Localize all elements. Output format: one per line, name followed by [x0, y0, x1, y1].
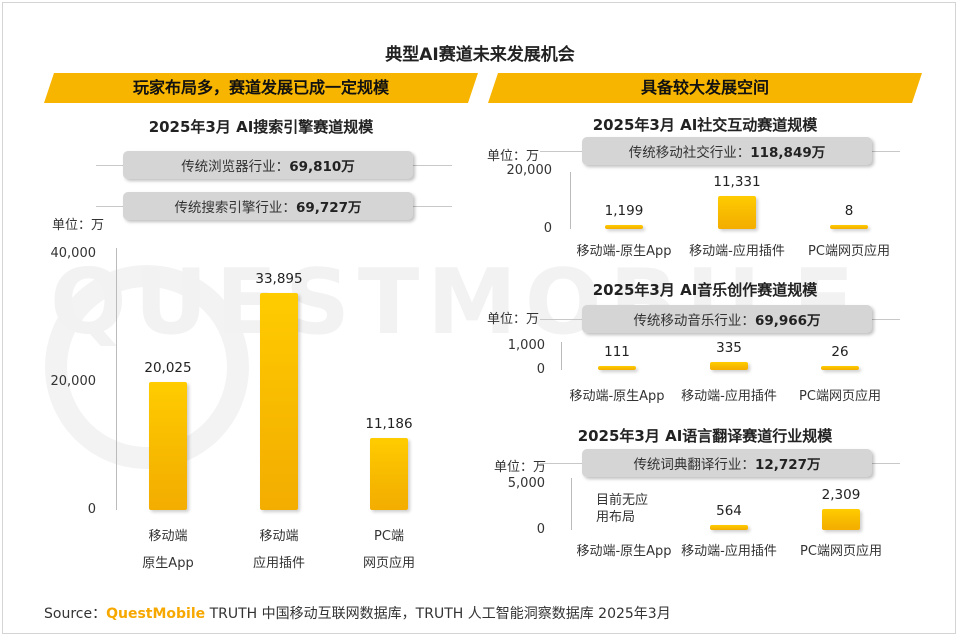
unit-label: 单位：万	[487, 312, 540, 327]
x-category-label: 移动端-原生App	[569, 389, 665, 404]
bar	[605, 225, 643, 229]
reference-label: 传统搜索引擎行业：	[174, 200, 296, 216]
value-label: 111	[604, 344, 630, 360]
x-category-label: 移动端-应用插件	[689, 244, 785, 259]
reference-value: 12,727万	[754, 457, 821, 473]
bar	[260, 293, 298, 510]
value-label: 2,309	[821, 486, 861, 503]
y-tick-label: 0	[87, 502, 96, 517]
unit-label: 单位：万	[487, 149, 540, 164]
value-label: 20,025	[144, 359, 192, 376]
bar	[822, 508, 860, 530]
x-category-label: 移动端-应用插件	[681, 544, 777, 559]
y-tick-label: 0	[543, 221, 552, 236]
y-axis	[570, 172, 571, 229]
reference-value: 118,849万	[750, 145, 826, 161]
unit-label: 单位：万	[52, 218, 105, 233]
source-note: Source：QuestMobile TRUTH 中国移动互联网数据库，TRUT…	[44, 603, 671, 623]
y-tick-label: 20,000	[506, 163, 553, 178]
value-label: 335	[716, 339, 742, 356]
chart-title: 2025年3月 AI语言翻译赛道行业规模	[577, 427, 833, 445]
x-category-label: 移动端-原生App	[576, 244, 672, 259]
reference-pill: 传统词典翻译行业： 12,727万	[582, 449, 872, 477]
reference-pill: 传统移动社交行业： 118,849万	[582, 137, 872, 165]
x-category-label: 移动端	[148, 529, 188, 544]
bar	[830, 225, 868, 229]
reference-pill: 传统移动音乐行业： 69,966万	[582, 305, 872, 333]
bar	[149, 381, 187, 510]
reference-label: 传统移动音乐行业：	[633, 313, 755, 329]
no-data-note: 目前无应 用布局	[596, 493, 649, 525]
x-category-label: PC端	[374, 529, 404, 544]
value-label: 26	[831, 344, 849, 360]
reference-label: 传统浏览器行业：	[181, 159, 290, 175]
y-axis	[116, 248, 117, 510]
reference-pill: 传统浏览器行业： 69,810万	[123, 151, 413, 179]
source-prefix: Source：	[44, 606, 107, 622]
reference-label: 传统移动社交行业：	[628, 145, 751, 161]
y-tick-label: 1,000	[507, 338, 545, 353]
value-label: 1,199	[604, 203, 644, 219]
bar	[710, 361, 748, 370]
value-label: 564	[716, 502, 742, 519]
x-category-label: 移动端-原生App	[576, 544, 672, 559]
y-tick-label: 5,000	[507, 476, 545, 491]
value-label: 33,895	[255, 271, 303, 288]
value-label: 11,331	[713, 174, 761, 191]
banner-left: 玩家布局多，赛道发展已成一定规模	[44, 73, 478, 103]
bar	[370, 438, 408, 510]
x-category-label: PC端网页应用	[808, 244, 890, 259]
reference-value: 69,810万	[289, 159, 355, 175]
reference-pill: 传统搜索引擎行业： 69,727万	[123, 192, 413, 220]
unit-label: 单位：万	[494, 460, 547, 475]
x-category-label: 移动端	[259, 529, 299, 544]
x-category-label: 移动端-应用插件	[681, 389, 777, 404]
bar	[718, 196, 756, 229]
chart-title: 2025年3月 AI搜索引擎赛道规模	[148, 118, 374, 136]
banner-right: 具备较大发展空间	[488, 73, 922, 103]
y-tick-label: 20,000	[50, 374, 97, 389]
chart-title: 2025年3月 AI音乐创作赛道规模	[592, 281, 818, 299]
source-text: TRUTH 中国移动互联网数据库，TRUTH 人工智能洞察数据库 2025年3月	[205, 606, 671, 622]
y-axis	[561, 342, 562, 370]
y-tick-label: 0	[536, 522, 545, 537]
bar	[821, 366, 859, 370]
value-label: 8	[844, 203, 854, 219]
x-category-label: 网页应用	[362, 556, 415, 571]
y-tick-label: 40,000	[50, 246, 97, 261]
y-tick-label: 0	[536, 362, 545, 377]
x-category-label: PC端网页应用	[800, 544, 882, 559]
page-title: 典型AI赛道未来发展机会	[385, 45, 575, 65]
x-category-label: PC端网页应用	[799, 389, 881, 404]
reference-label: 传统词典翻译行业：	[633, 457, 755, 473]
reference-value: 69,727万	[295, 200, 362, 216]
value-label: 11,186	[365, 416, 413, 433]
watermark-text: QUESTMOBILE	[50, 250, 863, 355]
reference-value: 69,966万	[754, 313, 821, 329]
x-category-label: 原生App	[142, 556, 194, 571]
source-brand: QuestMobile	[106, 606, 206, 622]
bar	[598, 366, 636, 370]
chart-title: 2025年3月 AI社交互动赛道规模	[592, 116, 818, 134]
bar	[710, 524, 748, 530]
x-category-label: 应用插件	[252, 556, 305, 571]
y-axis	[571, 478, 572, 530]
